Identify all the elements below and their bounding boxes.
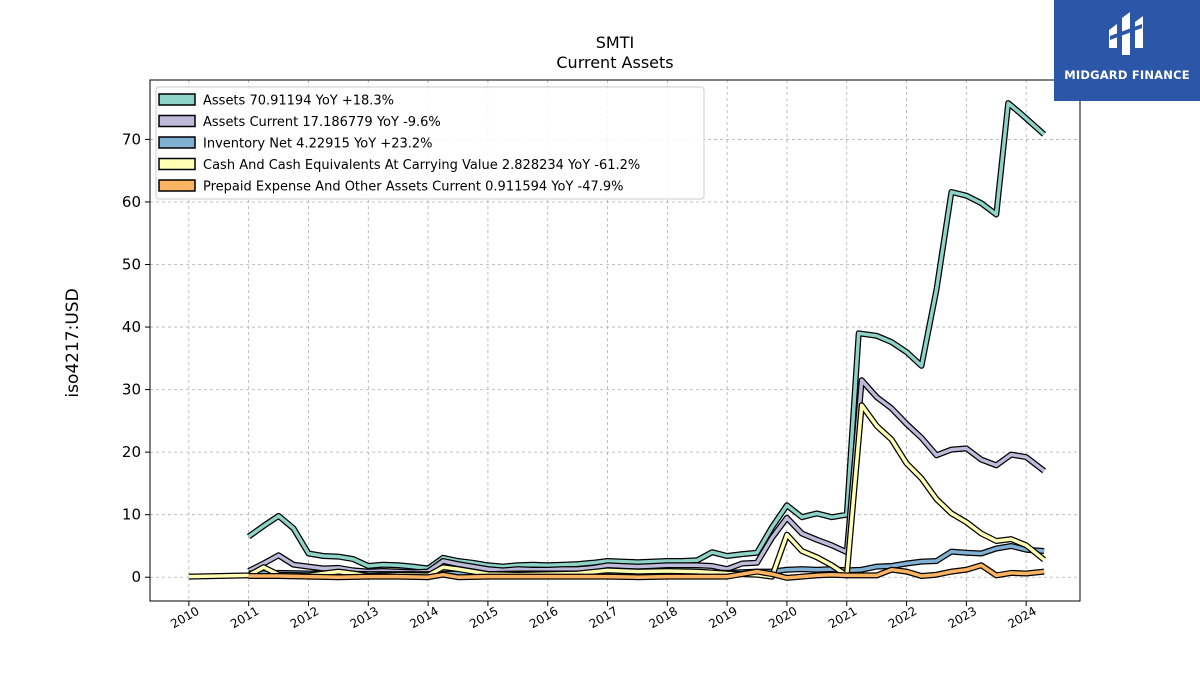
series-line [248, 562, 1045, 581]
series-line [247, 377, 1046, 576]
x-tick-label: 2010 [168, 604, 201, 631]
axis-ticks: 2010 2011 2012 2013 2014 2015 2016 2017 2018 2019… [122, 130, 1039, 631]
y-tick-label: 70 [122, 130, 141, 148]
x-tick-label: 2014 [407, 604, 440, 631]
x-tick-label: 2022 [886, 604, 919, 631]
legend-entry: Inventory Net 4.22915 YoY +23.2% [203, 137, 433, 152]
series-line-fill [247, 378, 1046, 574]
x-tick-label: 2019 [706, 604, 739, 631]
y-tick-label: 10 [122, 506, 141, 524]
legend-swatch [158, 157, 196, 171]
brand-logo: MIDGARD FINANCE [1054, 0, 1200, 101]
y-tick-label: 40 [122, 318, 141, 336]
chart-title: SMTI [595, 33, 635, 52]
y-tick-label: 60 [122, 193, 141, 211]
series-line [246, 100, 1047, 572]
legend-swatch [158, 179, 196, 192]
y-axis-label: iso4217:USD [63, 288, 83, 397]
x-tick-label: 2015 [467, 604, 500, 631]
series-line-fill [247, 101, 1046, 571]
legend-entry: Assets Current 17.186779 YoY -9.6% [203, 115, 441, 130]
x-tick-label: 2012 [288, 604, 321, 631]
logo-mark-icon [1109, 12, 1143, 55]
x-tick-label: 2013 [348, 604, 381, 631]
x-tick-label: 2024 [1005, 604, 1038, 631]
chart-subtitle: Current Assets [556, 53, 674, 72]
x-tick-label: 2020 [766, 604, 799, 631]
legend-entry: Assets 70.91194 YoY +18.3% [203, 94, 394, 109]
legend-swatch [158, 93, 196, 106]
y-tick-label: 50 [122, 256, 141, 274]
logo-text: MIDGARD FINANCE [1064, 68, 1190, 82]
series-line-fill [248, 563, 1045, 580]
x-tick-label: 2011 [228, 604, 261, 631]
y-tick-label: 20 [122, 443, 141, 461]
legend: Assets 70.91194 YoY +18.3% Assets Current… [155, 86, 705, 200]
legend-entry: Cash And Cash Equivalents At Carrying Va… [203, 158, 640, 173]
legend-swatch [158, 114, 196, 128]
grid-lines [150, 80, 1080, 601]
plot-frame [149, 79, 1081, 602]
legend-box [155, 86, 705, 200]
y-tick-label: 0 [131, 568, 141, 586]
y-tick-label: 30 [122, 381, 141, 399]
series-lines [188, 100, 1047, 581]
x-tick-label: 2018 [647, 604, 680, 631]
x-tick-label: 2017 [587, 604, 620, 631]
legend-swatch [158, 136, 196, 149]
x-tick-label: 2016 [527, 604, 560, 631]
legend-entry: Prepaid Expense And Other Assets Current… [203, 180, 624, 195]
x-tick-label: 2023 [946, 604, 979, 631]
x-tick-label: 2021 [826, 604, 859, 631]
